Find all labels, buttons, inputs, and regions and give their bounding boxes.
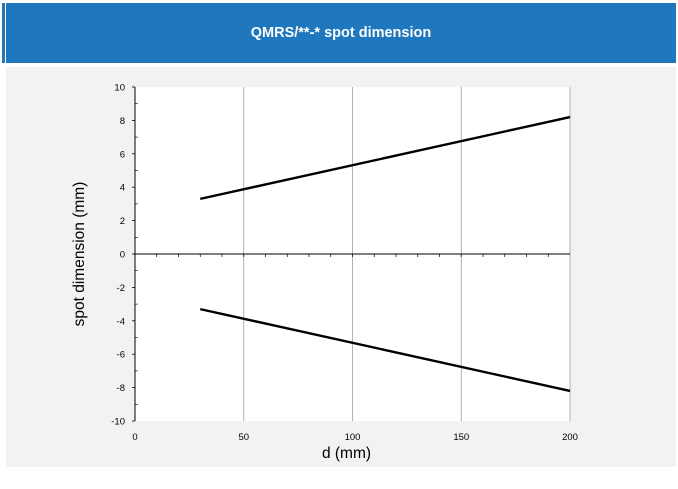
chart-header-title: QMRS/**-* spot dimension (250, 25, 432, 41)
y-tick-label: 8 (120, 116, 125, 127)
x-tick-label: 200 (562, 432, 578, 443)
series-line-2 (199, 307, 571, 393)
y-tick-label: -8 (117, 383, 125, 394)
x-tick-label: 150 (453, 432, 469, 443)
y-tick-label: 2 (120, 216, 125, 227)
x-tick-label: 50 (238, 432, 249, 443)
x-axis-title: d (mm) (322, 445, 371, 462)
x-tick-label: 100 (345, 432, 361, 443)
x-tick-label: 0 (132, 432, 137, 443)
y-tick-label: 0 (120, 250, 125, 261)
y-tick-label: 4 (120, 183, 125, 194)
chart-header: QMRS/**-* spot dimension (6, 3, 676, 63)
y-tick-label: 10 (114, 83, 125, 94)
y-tick-label: -10 (111, 417, 125, 428)
series-line-1 (199, 115, 571, 201)
y-tick-label: -4 (117, 316, 125, 327)
y-tick-label: 6 (120, 149, 125, 160)
y-tick-label: -6 (117, 350, 125, 361)
header-accent-stripe (2, 3, 5, 63)
y-tick-label: -2 (117, 283, 125, 294)
y-axis-title: spot dimension (mm) (71, 182, 88, 327)
